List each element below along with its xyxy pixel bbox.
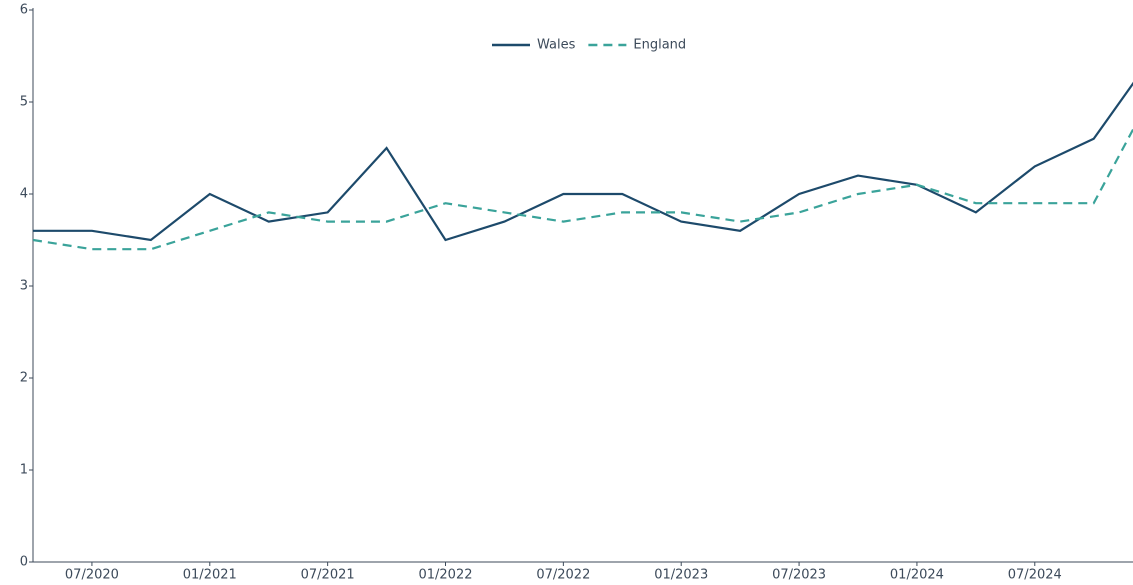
y-tick-label: 2 — [20, 371, 28, 386]
x-tick-label: 07/2022 — [536, 568, 590, 583]
y-tick-label: 1 — [20, 463, 28, 478]
y-tick-label: 0 — [20, 555, 28, 570]
x-tick-label: 01/2024 — [890, 568, 944, 583]
x-tick-label: 01/2022 — [418, 568, 472, 583]
x-tick-label: 07/2023 — [772, 568, 826, 583]
x-tick-label: 07/2024 — [1008, 568, 1062, 583]
legend-label: Wales — [537, 38, 576, 53]
line-england — [33, 127, 1133, 251]
x-tick-label: 01/2021 — [183, 568, 237, 583]
line-wales — [33, 81, 1133, 242]
y-tick-label: 6 — [20, 3, 28, 18]
y-tick-label: 4 — [20, 187, 28, 202]
legend-label: England — [633, 38, 686, 53]
x-tick-label: 07/2021 — [301, 568, 355, 583]
plot-area — [33, 81, 1133, 251]
y-tick-label: 5 — [20, 95, 28, 110]
x-tick-label: 07/2020 — [65, 568, 119, 583]
x-tick-label: 01/2023 — [654, 568, 708, 583]
y-tick-label: 3 — [20, 279, 28, 294]
